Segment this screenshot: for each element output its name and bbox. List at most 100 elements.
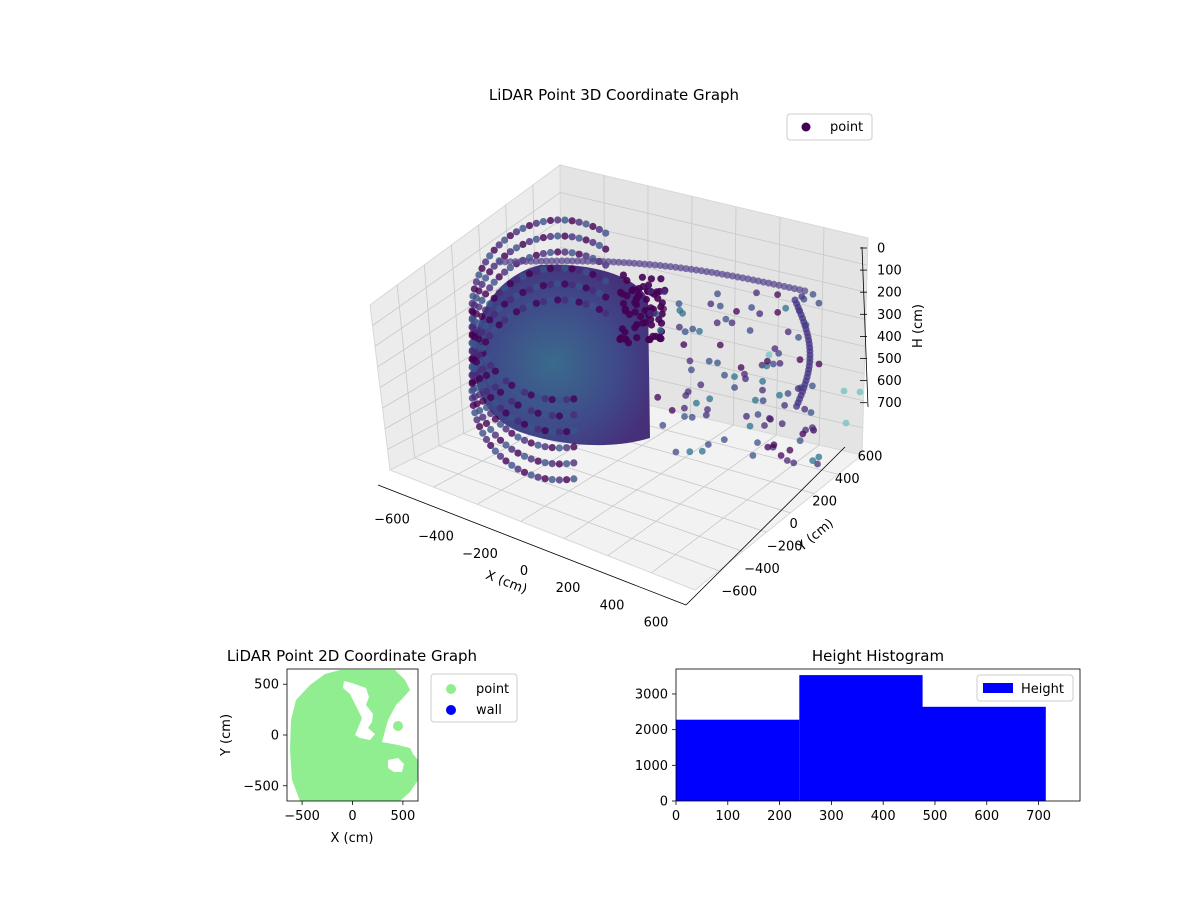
plot-histogram: Height Histogram 0 100 200 300 400 500 600 700 … bbox=[635, 647, 1081, 824]
data-point bbox=[546, 216, 555, 225]
grid-line bbox=[439, 445, 743, 552]
data-point bbox=[574, 257, 581, 265]
data-point bbox=[487, 393, 495, 402]
data-point bbox=[654, 393, 662, 401]
data-point bbox=[479, 413, 487, 421]
grid-line bbox=[520, 414, 691, 522]
data-point bbox=[696, 327, 703, 335]
data-point bbox=[506, 258, 514, 266]
data-point bbox=[764, 443, 772, 451]
data-point bbox=[482, 435, 491, 444]
plot-2d-area bbox=[287, 669, 418, 801]
x-tick-label: 600 bbox=[644, 615, 669, 630]
data-point bbox=[621, 335, 629, 343]
y-tick-label: −400 bbox=[744, 562, 780, 577]
data-point bbox=[548, 412, 556, 420]
y-tick-label: 600 bbox=[858, 449, 883, 464]
data-point bbox=[570, 475, 578, 483]
grid-line bbox=[377, 247, 866, 368]
y-tick-label: 200 bbox=[812, 494, 837, 509]
data-point bbox=[478, 280, 486, 288]
data-point bbox=[570, 427, 578, 435]
data-point bbox=[652, 310, 660, 318]
data-point bbox=[731, 384, 738, 391]
data-point bbox=[809, 291, 817, 298]
data-point bbox=[661, 288, 668, 296]
histogram-y-tick-label: 0 bbox=[660, 795, 668, 810]
data-point bbox=[479, 381, 487, 389]
data-point bbox=[482, 419, 491, 428]
legend-histogram-box bbox=[976, 674, 1074, 702]
legend-2d-point-marker bbox=[446, 684, 456, 694]
data-point bbox=[554, 264, 562, 272]
data-point bbox=[739, 274, 747, 282]
data-point bbox=[519, 240, 527, 248]
data-point bbox=[487, 409, 495, 418]
data-point bbox=[491, 447, 499, 455]
data-point bbox=[770, 280, 778, 288]
data-point bbox=[799, 430, 807, 438]
data-point bbox=[809, 424, 816, 432]
data-point bbox=[651, 261, 659, 269]
x-tick-label: 0 bbox=[520, 564, 528, 579]
data-point bbox=[491, 383, 499, 391]
y-axis-label-3d: Y (cm) bbox=[794, 516, 837, 555]
data-point bbox=[602, 309, 610, 317]
data-point bbox=[754, 411, 762, 418]
data-point bbox=[563, 257, 571, 265]
data-point bbox=[532, 257, 540, 265]
data-point bbox=[478, 312, 486, 320]
data-point bbox=[473, 416, 481, 424]
data-point bbox=[646, 309, 654, 317]
data-point bbox=[512, 258, 519, 266]
gap-region-2 bbox=[388, 758, 404, 772]
data-point bbox=[814, 460, 821, 468]
data-point bbox=[754, 439, 761, 446]
data-point bbox=[793, 402, 801, 410]
data-point bbox=[746, 422, 754, 430]
legend-3d-label: point bbox=[830, 120, 863, 135]
data-point bbox=[633, 321, 641, 329]
data-point bbox=[692, 266, 700, 274]
data-point bbox=[568, 265, 576, 273]
data-point bbox=[568, 217, 576, 225]
data-point bbox=[704, 441, 712, 448]
x-tick-label: −600 bbox=[374, 513, 410, 528]
data-point bbox=[568, 249, 576, 257]
data-point bbox=[520, 452, 529, 460]
data-point bbox=[527, 391, 535, 399]
data-point bbox=[582, 220, 590, 228]
data-point bbox=[776, 391, 783, 399]
data-point bbox=[532, 251, 541, 259]
data-point bbox=[716, 302, 724, 310]
data-point bbox=[856, 388, 864, 396]
x-axis-label-2d: X (cm) bbox=[331, 831, 374, 846]
data-point bbox=[723, 271, 731, 279]
data-point bbox=[561, 264, 569, 272]
data-point bbox=[687, 265, 695, 273]
data-point bbox=[532, 267, 541, 275]
data-point bbox=[482, 274, 490, 282]
data-point bbox=[561, 216, 569, 224]
histogram-bars bbox=[676, 675, 1046, 801]
data-point bbox=[532, 299, 541, 307]
h-tick-label: 200 bbox=[877, 286, 902, 301]
data-point bbox=[774, 291, 781, 298]
data-point bbox=[525, 302, 534, 310]
data-point bbox=[541, 459, 549, 467]
data-point bbox=[506, 232, 514, 240]
data-point bbox=[555, 412, 564, 420]
data-point bbox=[689, 325, 697, 333]
data-point bbox=[595, 273, 604, 282]
data-point bbox=[546, 248, 555, 257]
data-point bbox=[615, 258, 623, 266]
data-point bbox=[486, 284, 494, 292]
histogram-bar bbox=[922, 706, 1046, 801]
data-point bbox=[475, 335, 483, 343]
data-point bbox=[487, 425, 495, 434]
data-point bbox=[520, 468, 529, 476]
data-point bbox=[553, 257, 561, 265]
data-point bbox=[815, 299, 823, 307]
data-point bbox=[555, 476, 564, 484]
data-point bbox=[512, 276, 521, 284]
